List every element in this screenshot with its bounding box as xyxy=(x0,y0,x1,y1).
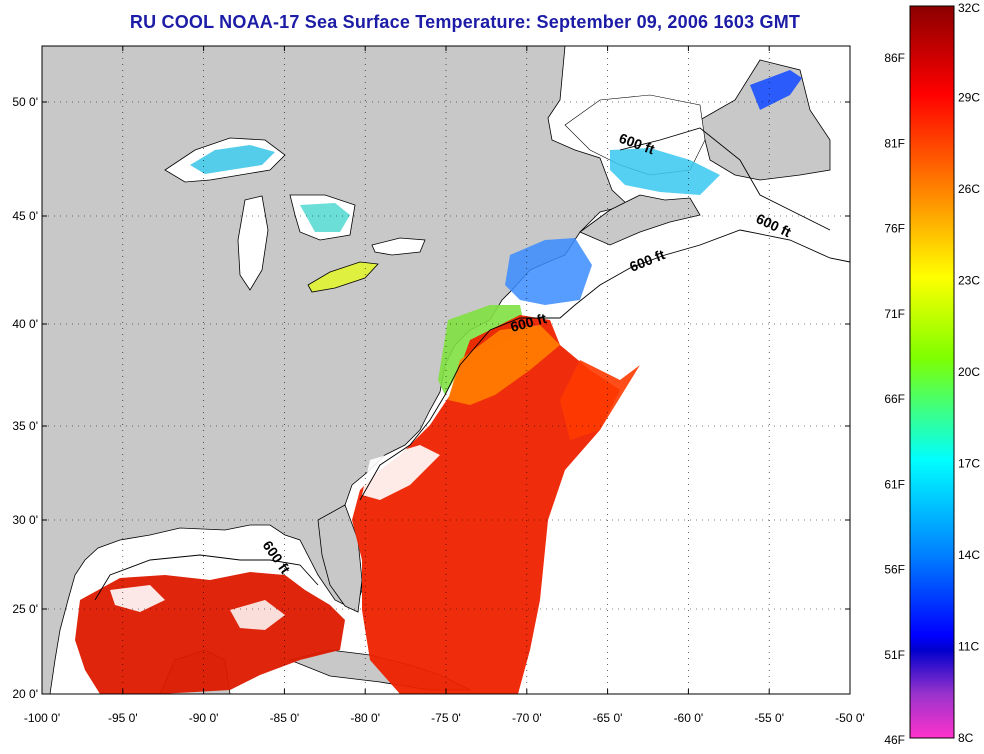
depth-contour-atlantic xyxy=(359,229,851,501)
latitude-axis: 50 0' 45 0' 40 0' 35 0' 30 0' 25 0' 20 0' xyxy=(12,95,850,701)
gulf-cloud-1 xyxy=(110,585,165,612)
lake-michigan xyxy=(237,195,269,291)
colorbar-celsius-label: 11C xyxy=(958,640,979,654)
longitude-axis: -100 0' -95 0' -90 0' -85 0' -80 0' -75 0' -70… xyxy=(24,46,865,725)
colorbar-fahrenheit-label: 76F xyxy=(884,222,905,236)
newfoundland-sst xyxy=(750,70,802,110)
colorbar-celsius-label: 8C xyxy=(958,731,974,745)
lat-label: 35 0' xyxy=(12,419,38,433)
lake-erie xyxy=(307,261,379,293)
land-newfoundland xyxy=(699,59,831,181)
colorbar-celsius-label: 14C xyxy=(958,548,980,562)
atlantic-sst xyxy=(352,315,620,694)
lon-label: -100 0' xyxy=(24,711,60,725)
colorbar-celsius-label: 29C xyxy=(958,91,980,105)
lat-label: 30 0' xyxy=(12,513,38,527)
colorbar xyxy=(909,5,955,739)
colorbar-celsius-label: 32C xyxy=(958,1,980,15)
offshore-warm-patch xyxy=(560,360,640,440)
lat-label: 25 0' xyxy=(12,602,38,616)
depth-contour-gulf xyxy=(94,554,319,601)
depth-contour-labrador xyxy=(619,127,831,231)
colorbar-fahrenheit-label: 56F xyxy=(884,563,905,577)
colorbar-labels: 32C 29C 26C 23C 20C 17C 14C 11C 8C 86F 81F 76F 71F 66… xyxy=(884,1,980,747)
gulf-st-lawrence-sst xyxy=(610,148,720,195)
colorbar-fahrenheit-label: 51F xyxy=(884,648,905,662)
land-nova-scotia xyxy=(579,194,701,246)
lon-label: -75 0' xyxy=(431,711,461,725)
colorbar-fahrenheit-label: 81F xyxy=(884,136,905,150)
lon-label: -50 0' xyxy=(835,711,865,725)
colorbar-celsius-label: 20C xyxy=(958,365,980,379)
lake-superior-sst xyxy=(190,145,275,174)
lat-label: 20 0' xyxy=(12,687,38,701)
map-title: RU COOL NOAA-17 Sea Surface Temperature:… xyxy=(129,12,801,32)
lon-label: -90 0' xyxy=(189,711,219,725)
gulf-of-maine-sst xyxy=(505,238,592,305)
colorbar-fahrenheit-label: 66F xyxy=(884,392,905,406)
lon-label: -85 0' xyxy=(270,711,300,725)
graticule xyxy=(42,46,850,694)
lon-label: -95 0' xyxy=(108,711,138,725)
colorbar-fahrenheit-label: 61F xyxy=(884,477,905,491)
colorbar-celsius-label: 23C xyxy=(958,274,980,288)
lon-label: -80 0' xyxy=(350,711,380,725)
colorbar-celsius-label: 17C xyxy=(958,457,980,471)
coastal-cloud xyxy=(362,445,440,500)
lake-huron-sst xyxy=(300,203,350,232)
lat-label: 45 0' xyxy=(12,209,38,223)
lat-label: 40 0' xyxy=(12,317,38,331)
gulf-stream-sst xyxy=(448,325,560,405)
land-florida xyxy=(317,504,363,613)
colorbar-fahrenheit-label: 86F xyxy=(884,51,905,65)
lon-label: -70 0' xyxy=(512,711,542,725)
colorbar-fahrenheit-label: 71F xyxy=(884,307,905,321)
lon-label: -65 0' xyxy=(593,711,623,725)
gulf-cloud-2 xyxy=(230,600,285,630)
lat-label: 50 0' xyxy=(12,95,38,109)
lake-ontario xyxy=(371,237,426,256)
colorbar-celsius-label: 26C xyxy=(958,182,980,196)
lon-label: -55 0' xyxy=(754,711,784,725)
colorbar-fahrenheit-label: 46F xyxy=(884,733,905,747)
lon-label: -60 0' xyxy=(674,711,704,725)
